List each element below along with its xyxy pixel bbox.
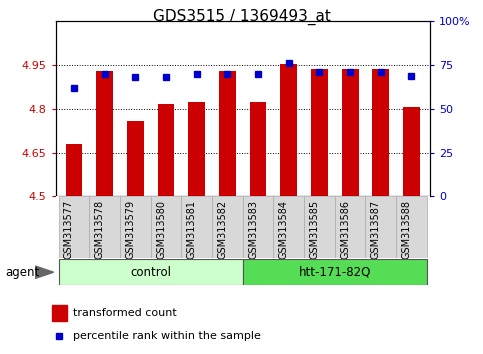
Text: GSM313584: GSM313584	[279, 200, 289, 258]
Bar	[403, 107, 420, 196]
Bar	[120, 196, 151, 258]
Text: GSM313577: GSM313577	[64, 200, 74, 259]
Bar	[366, 196, 396, 258]
Bar	[243, 196, 273, 258]
Text: percentile rank within the sample: percentile rank within the sample	[73, 331, 261, 341]
Bar	[341, 69, 358, 196]
Bar	[250, 102, 267, 196]
Bar	[53, 305, 67, 321]
Bar	[96, 71, 113, 196]
Bar	[335, 196, 366, 258]
Bar	[66, 144, 83, 196]
Bar	[188, 102, 205, 196]
Bar	[58, 196, 89, 258]
Bar	[89, 196, 120, 258]
Text: GSM313585: GSM313585	[310, 200, 319, 259]
Text: GSM313581: GSM313581	[187, 200, 197, 258]
Text: GSM313579: GSM313579	[125, 200, 135, 259]
Bar	[219, 71, 236, 196]
Text: agent: agent	[5, 266, 39, 279]
Text: GSM313587: GSM313587	[371, 200, 381, 259]
Bar	[311, 69, 328, 196]
Text: GSM313578: GSM313578	[95, 200, 105, 259]
Bar	[273, 196, 304, 258]
Text: htt-171-82Q: htt-171-82Q	[298, 266, 371, 279]
Text: GSM313583: GSM313583	[248, 200, 258, 258]
Text: transformed count: transformed count	[73, 308, 177, 318]
Bar	[304, 196, 335, 258]
Polygon shape	[35, 266, 54, 278]
Text: GSM313580: GSM313580	[156, 200, 166, 258]
Bar	[280, 64, 297, 196]
Text: GSM313582: GSM313582	[217, 200, 227, 259]
Bar	[181, 196, 212, 258]
Bar	[396, 196, 427, 258]
Text: control: control	[130, 266, 171, 279]
Text: GSM313586: GSM313586	[340, 200, 350, 258]
Text: GDS3515 / 1369493_at: GDS3515 / 1369493_at	[153, 9, 330, 25]
Bar	[372, 69, 389, 196]
Bar	[157, 104, 174, 196]
Bar	[127, 121, 144, 196]
Bar	[58, 259, 243, 285]
Bar	[243, 259, 427, 285]
Bar	[151, 196, 181, 258]
Text: GSM313588: GSM313588	[401, 200, 412, 258]
Bar	[212, 196, 243, 258]
